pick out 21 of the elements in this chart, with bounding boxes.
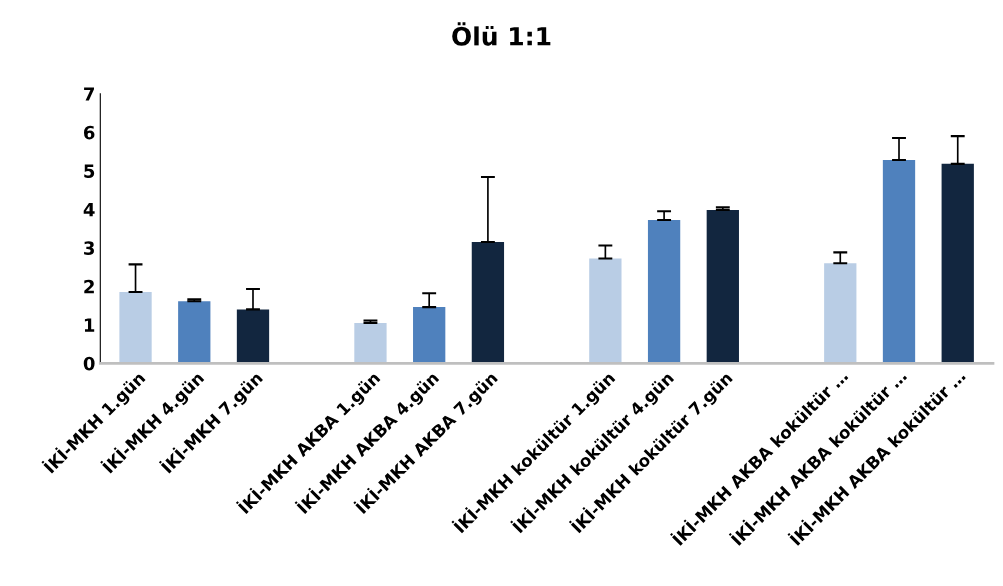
- bar: [882, 159, 916, 364]
- bar: [413, 307, 446, 364]
- y-tick-label: 5: [84, 164, 95, 178]
- bar: [589, 258, 622, 364]
- y-tick-label: 6: [84, 125, 95, 140]
- bar: [236, 309, 270, 364]
- bar: [647, 220, 681, 364]
- bar: [354, 322, 387, 364]
- chart-title: Ölü 1:1: [452, 22, 551, 46]
- bar: [824, 263, 857, 364]
- y-tick-label: 0: [83, 356, 95, 371]
- y-tick-label: 1: [84, 318, 95, 332]
- y-tick-label: 2: [84, 279, 94, 294]
- bar: [178, 301, 211, 364]
- bar: [706, 210, 739, 364]
- bar: [471, 242, 505, 364]
- y-tick-label: 4: [83, 202, 95, 217]
- y-tick-label: 3: [84, 241, 94, 255]
- bar: [119, 292, 152, 364]
- bar: [941, 163, 974, 364]
- y-tick-label: 7: [84, 87, 94, 101]
